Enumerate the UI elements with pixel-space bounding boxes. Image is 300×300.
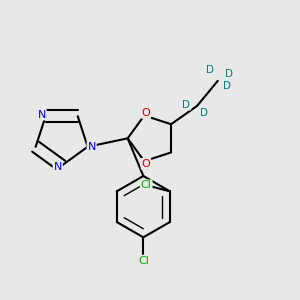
Text: Cl: Cl [141,180,152,190]
Text: D: D [206,65,214,75]
Text: N: N [53,162,62,172]
Text: O: O [142,159,150,169]
Text: Cl: Cl [138,256,149,266]
Text: D: D [182,100,190,110]
Text: N: N [38,110,46,120]
Text: D: D [223,81,231,91]
Text: D: D [200,108,208,118]
Text: N: N [88,142,96,152]
Text: D: D [225,69,233,79]
Text: O: O [142,108,150,118]
